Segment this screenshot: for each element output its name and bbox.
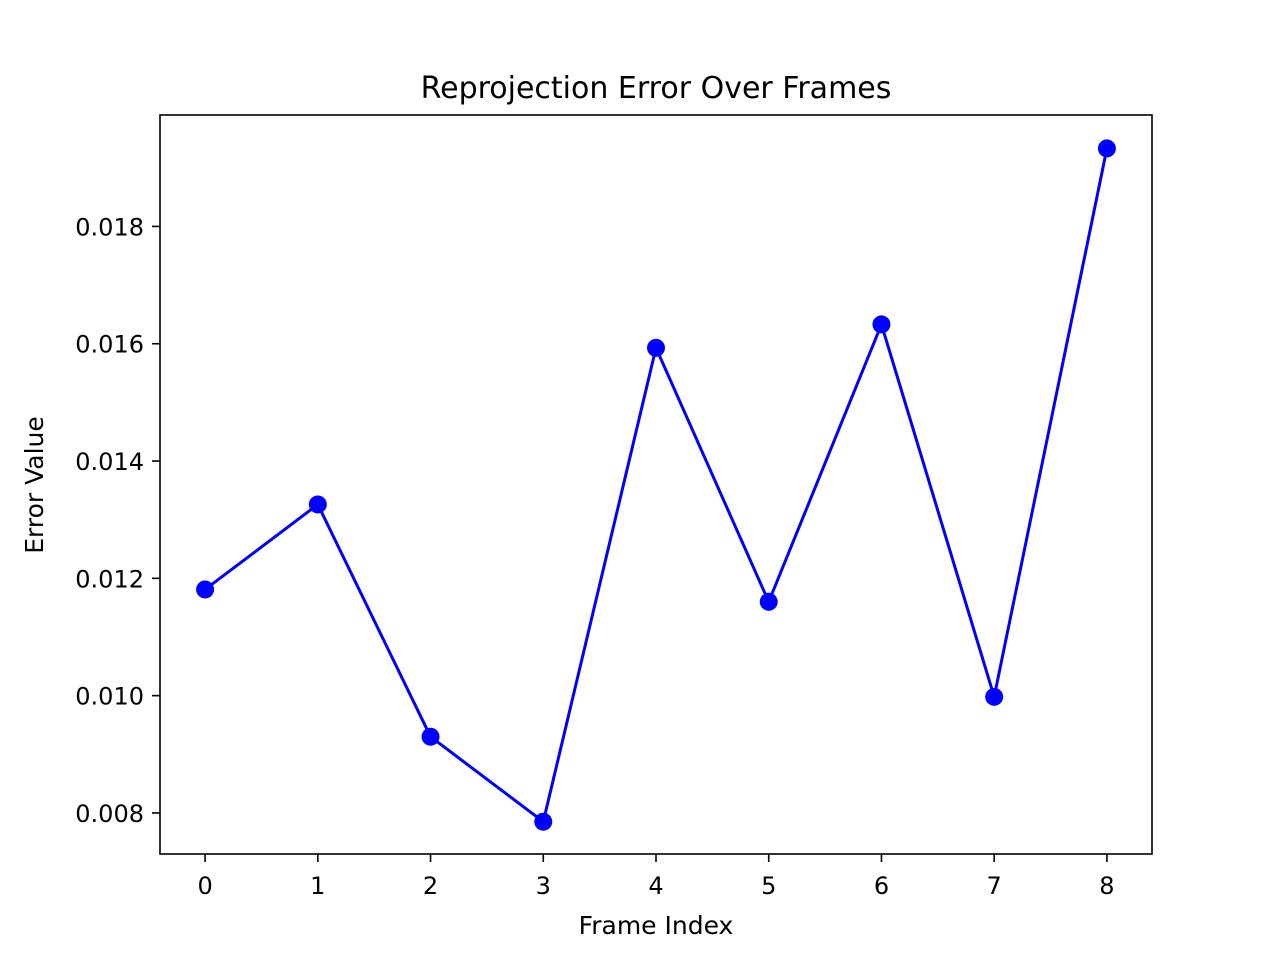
data-point	[308, 495, 327, 514]
x-tick-label: 3	[536, 872, 551, 900]
data-point	[1097, 139, 1116, 158]
y-tick-label: 0.012	[75, 565, 144, 593]
data-point	[759, 592, 778, 611]
data-point	[196, 580, 215, 599]
data-point	[534, 812, 553, 831]
x-tick-label: 5	[761, 872, 776, 900]
y-axis: 0.008 0.010 0.012 0.014 0.016 0.018	[75, 213, 160, 828]
y-tick-label: 0.014	[75, 448, 144, 476]
data-point	[421, 727, 440, 746]
y-tick-label: 0.016	[75, 331, 144, 359]
y-axis-label: Error Value	[20, 416, 49, 554]
x-tick-label: 6	[874, 872, 889, 900]
data-point	[647, 338, 665, 357]
x-axis: 0 1 2 3 4 5 6 7 8	[197, 854, 1115, 900]
x-tick-label: 8	[1099, 872, 1114, 900]
y-tick-label: 0.018	[75, 213, 144, 241]
data-point	[872, 315, 891, 334]
y-tick-label: 0.010	[75, 683, 144, 711]
x-tick-label: 4	[648, 872, 663, 900]
x-tick-label: 2	[423, 872, 438, 900]
y-tick-label: 0.008	[75, 800, 144, 828]
x-tick-label: 7	[987, 872, 1002, 900]
x-axis-label: Frame Index	[579, 911, 734, 940]
chart-title: Reprojection Error Over Frames	[421, 71, 892, 106]
x-tick-label: 0	[197, 872, 212, 900]
plot-area	[196, 139, 1116, 831]
x-tick-label: 1	[310, 872, 325, 900]
data-point	[985, 687, 1004, 706]
